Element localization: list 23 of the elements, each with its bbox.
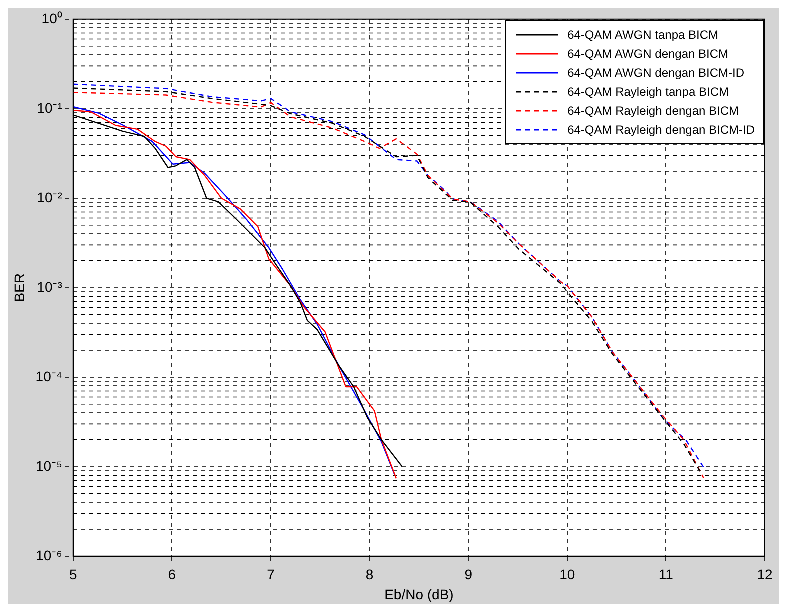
x-tick-label: 10 [560,566,576,583]
x-tick-label: 5 [69,566,78,583]
y-tick-label: 10⁻⁵ [36,458,62,474]
legend-label: 64-QAM AWGN dengan BICM [568,46,729,61]
x-tick-label: 7 [267,566,276,583]
x-tick-label: 8 [366,566,374,583]
legend-label: 64-QAM Rayleigh dengan BICM [568,104,739,118]
legend-label: 64-QAM Rayleigh dengan BICM-ID [568,122,755,137]
x-tick-label: 9 [464,566,473,583]
x-tick-label: 6 [168,566,176,583]
x-tick-label: 11 [658,566,674,583]
y-tick-label: 10⁻³ [37,278,63,295]
y-tick-label: 10⁻⁴ [36,368,62,384]
x-tick-label: 12 [757,566,773,583]
y-tick-label: 10⁻¹ [37,100,63,116]
legend-label: 64-QAM Rayleigh tanpa BICM [568,84,729,99]
legend-label: 64-QAM AWGN tanpa BICM [568,28,719,42]
x-axis-title: Eb/No (dB) [384,586,454,602]
legend-label: 64-QAM AWGN dengan BICM-ID [568,66,745,80]
y-axis-title: BER [11,274,28,302]
y-tick-label: 10⁰ [42,10,62,26]
y-tick-label: 10⁻² [37,189,63,206]
y-tick-label: 10⁻⁶ [36,547,62,564]
